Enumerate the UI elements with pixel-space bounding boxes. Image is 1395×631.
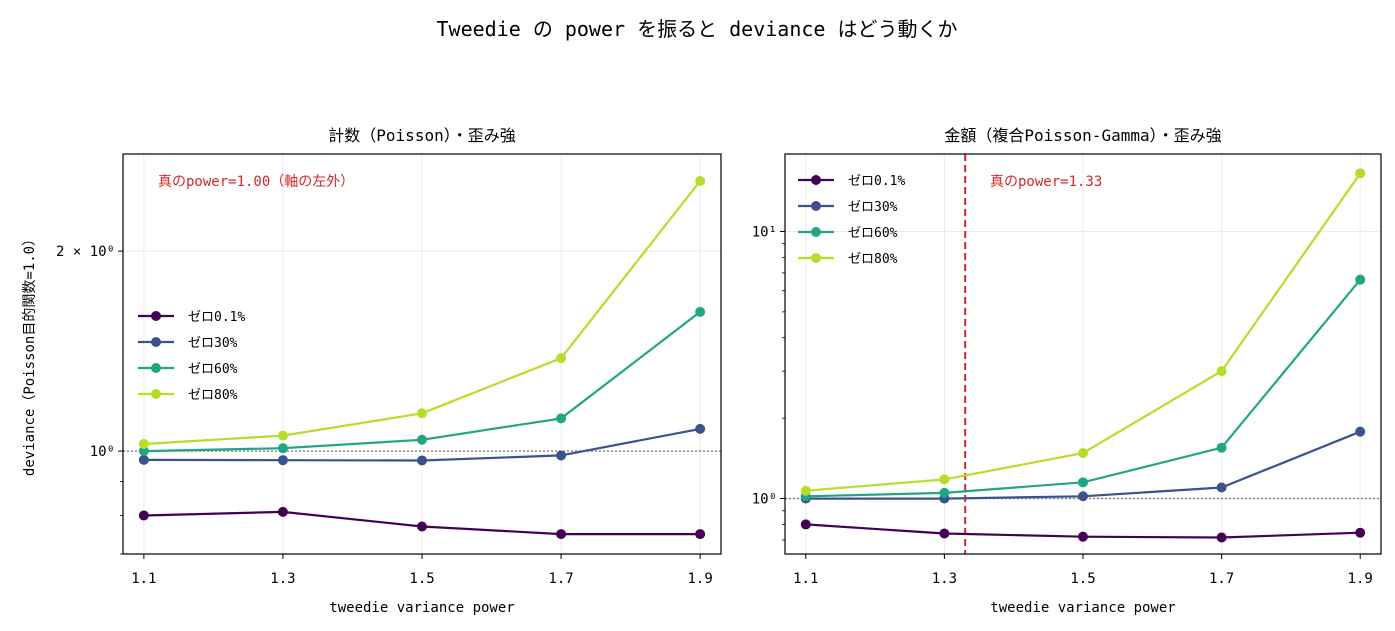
data-point xyxy=(1078,448,1088,459)
panel-compound-poisson-gamma: 1.1 1.3 1.5 1.7 1.9 10⁰ 10¹ 金額（複合Poisson-Gamma）… xyxy=(752,126,1382,616)
legend-marker xyxy=(151,363,161,373)
figure-title: Tweedie の power を振ると deviance はどう動くか xyxy=(436,17,957,41)
y-tick-label: 10⁰ xyxy=(752,492,777,508)
legend-label: ゼロ60% xyxy=(848,226,898,241)
data-point xyxy=(695,306,706,317)
data-point xyxy=(417,434,427,445)
legend-label: ゼロ0.1% xyxy=(188,310,245,325)
data-point xyxy=(277,455,288,466)
true-power-annotation: 真のpower=1.00（軸の左外） xyxy=(158,174,354,190)
data-point xyxy=(417,408,427,419)
legend-label: ゼロ80% xyxy=(848,252,898,267)
data-point xyxy=(800,519,811,530)
y-tick-label: 10¹ xyxy=(752,224,777,240)
data-point xyxy=(138,438,149,449)
x-tick-label: 1.7 xyxy=(548,571,573,587)
x-tick-label: 1.9 xyxy=(1348,571,1373,587)
data-point xyxy=(417,521,427,532)
legend-marker xyxy=(151,311,161,321)
true-power-annotation: 真のpower=1.33 xyxy=(990,174,1102,190)
data-point xyxy=(1216,366,1227,377)
data-point xyxy=(417,455,427,466)
data-point xyxy=(939,528,950,539)
legend-label: ゼロ60% xyxy=(188,362,238,377)
panel-title: 計数（Poisson）・歪み強 xyxy=(328,126,515,145)
data-point xyxy=(1355,168,1366,179)
y-tick-label: 2 × 10⁰ xyxy=(56,244,115,260)
x-tick-label: 1.9 xyxy=(687,571,712,587)
data-point xyxy=(1216,532,1227,543)
legend-marker xyxy=(811,253,821,263)
data-point xyxy=(556,353,567,364)
data-point xyxy=(277,506,288,517)
legend-marker xyxy=(151,337,161,347)
x-tick-label: 1.5 xyxy=(409,571,434,587)
x-tick-label: 1.3 xyxy=(932,571,957,587)
legend-marker xyxy=(811,175,821,185)
data-point xyxy=(556,413,567,424)
data-point xyxy=(1216,442,1227,453)
legend-label: ゼロ30% xyxy=(188,336,238,351)
data-point xyxy=(1216,482,1227,493)
x-tick-label: 1.3 xyxy=(270,571,295,587)
data-point xyxy=(1078,531,1088,542)
data-point xyxy=(695,175,706,186)
data-point xyxy=(138,446,149,457)
data-point xyxy=(556,529,567,540)
data-point xyxy=(1355,274,1366,285)
y-tick-label: 10⁰ xyxy=(90,444,115,460)
x-tick-label: 1.5 xyxy=(1070,571,1095,587)
data-point xyxy=(800,485,811,496)
data-point xyxy=(1355,426,1366,437)
data-point xyxy=(939,474,950,485)
data-point xyxy=(1078,491,1088,502)
x-tick-label: 1.1 xyxy=(131,571,156,587)
x-tick-label: 1.7 xyxy=(1209,571,1234,587)
legend-label: ゼロ0.1% xyxy=(848,174,905,189)
legend-marker xyxy=(811,227,821,237)
panel-title: 金額（複合Poisson-Gamma）・歪み強 xyxy=(944,126,1221,145)
data-point xyxy=(695,529,706,540)
x-tick-label: 1.1 xyxy=(793,571,818,587)
legend-marker xyxy=(811,201,821,211)
legend-label: ゼロ80% xyxy=(188,388,238,403)
data-point xyxy=(556,450,567,461)
x-axis-label: tweedie variance power xyxy=(329,600,514,616)
data-point xyxy=(277,430,288,441)
x-axis-label: tweedie variance power xyxy=(990,600,1175,616)
data-point xyxy=(1078,477,1088,488)
legend-label: ゼロ30% xyxy=(848,200,898,215)
data-point xyxy=(138,454,149,465)
data-point xyxy=(695,423,706,434)
data-point xyxy=(277,443,288,454)
panel-poisson-count: 1.1 1.3 1.5 1.7 1.9 10⁰ 2 × 10⁰ 計数（Poisson）・歪み強… xyxy=(22,126,722,616)
data-point xyxy=(939,487,950,498)
data-point xyxy=(1355,527,1366,538)
data-point xyxy=(138,510,149,521)
y-axis-label: deviance（Poisson目的関数=1.0） xyxy=(22,232,38,476)
legend-marker xyxy=(151,389,161,399)
